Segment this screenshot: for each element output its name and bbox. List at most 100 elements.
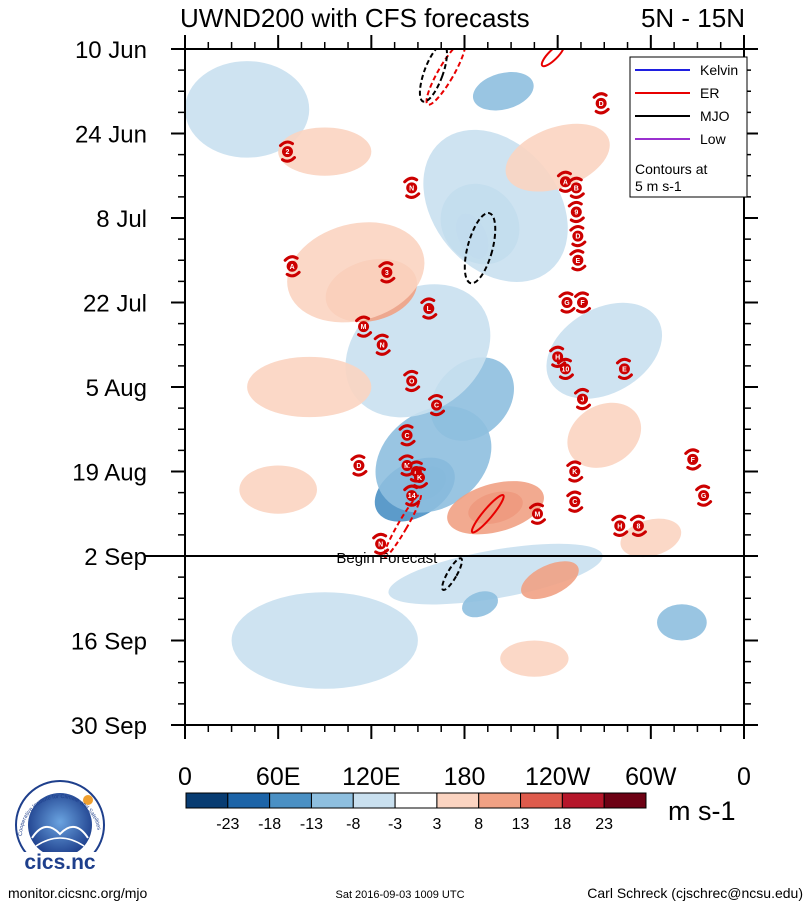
anomaly-blob [472,72,534,111]
storm-label: C [405,433,410,440]
y-tick-label: 5 Aug [86,375,147,402]
storm-marker: F [574,291,592,314]
wave-contours [382,49,566,591]
storm-dot [577,393,589,405]
anomaly-blob [287,222,425,323]
storm-label: 8 [636,523,640,530]
x-tick-label: 180 [444,763,486,791]
mjo-contour [463,212,497,285]
storm-dot [353,459,365,471]
legend-label-kelvin: Kelvin [700,62,738,78]
storm-marker: O [403,369,421,393]
storm-dot [406,375,418,387]
storm-marker: N [372,532,390,556]
colorbar-label: 3 [432,816,441,833]
cyclone-icon [629,514,647,537]
legend-note-1: Contours at [635,161,707,177]
storm-dot [561,297,573,308]
cyclone-icon [428,394,446,417]
colorbar-label: -3 [388,816,402,833]
storm-label: F [691,457,696,464]
cyclone-icon [611,514,629,537]
legend-label-er: ER [700,85,719,101]
anomaly-shading [185,61,741,689]
cyclone-icon [569,249,587,272]
storm-marker: H [611,514,629,537]
storm-label: E [622,366,627,373]
storm-dot [570,182,582,194]
storm-dot [572,230,584,242]
legend-note-2: 5 m s-1 [635,178,682,194]
cyclone-icon [403,484,421,507]
colorbar-label: -18 [258,816,281,833]
anomaly-blob [447,481,544,535]
colorbar-label: -23 [216,816,239,833]
anomaly-blob [505,123,610,192]
storm-dot [381,266,393,278]
storm-marker: D [569,225,587,248]
storm-label: G [701,493,707,500]
storm-label: K [417,475,422,482]
cyclone-icon [350,454,368,477]
colorbar-swatch [520,792,563,809]
storm-dot [401,429,413,441]
legend: Kelvin ER MJO Low Contours at 5 m s-1 [629,56,748,198]
colorbar-swatch [436,792,480,809]
storm-label: L [427,306,432,313]
storm-label: 2 [286,149,290,156]
cyclone-icon [403,176,421,199]
storm-label: L [414,469,419,476]
er-contour [425,49,467,106]
storm-marker: A [283,255,301,278]
er-contour [382,493,422,559]
y-tick-label: 24 Jun [75,122,147,149]
storm-label: 14 [408,493,416,500]
anomaly-blob [567,402,642,468]
cyclone-icon [574,387,592,411]
y-tick-label: 22 Jul [83,291,147,318]
footer-author: Carl Schreck (cjschrec@ncsu.edu) [587,885,803,901]
storm-marker: 3 [378,261,396,284]
colorbar-label: 18 [553,816,571,833]
storm-label: K [572,469,577,476]
storm-label: A [290,264,295,271]
storm-marker: K [566,460,584,483]
storm-label: M [404,463,410,470]
storm-dot [559,363,571,375]
y-tick-label: 30 Sep [71,713,147,740]
cyclone-icon [567,176,585,199]
storm-label: 3 [385,270,389,277]
begin-forecast-label: Begin Forecast [336,550,438,567]
logo-text: cics.nc [24,851,96,874]
colorbar-swatch [185,792,229,809]
storm-marker: 10 [556,357,574,380]
x-tick-label: 60W [625,763,677,791]
storm-dot [431,399,443,411]
chart-title: UWND200 with CFS forecasts [180,3,530,33]
storm-label: A [563,179,568,186]
storm-marker: M [528,502,546,525]
storm-label: O [409,378,415,385]
storm-marker: G [558,291,576,314]
cyclone-icon [378,261,396,284]
cyclone-icon [684,448,702,471]
storm-marker: J [574,387,592,411]
mjo-contour [441,557,463,591]
storm-label: C [572,499,577,506]
region-label: 5N - 15N [641,3,745,33]
colorbar-swatch [603,792,647,809]
anomaly-blob [462,591,499,618]
storm-marker: M [355,315,373,338]
storm-label: G [564,300,570,307]
y-tick-label: 19 Aug [72,460,147,487]
forecast-divider: Begin Forecast [145,550,749,567]
storm-label: E [576,258,581,265]
legend-box [629,56,748,198]
storm-label: D [356,463,361,470]
cyclone-icon [283,255,301,278]
colorbar-swatch [310,792,354,809]
cyclone-icon [398,424,416,447]
y-tick-label: 8 Jul [96,206,147,233]
storm-dot [401,459,413,471]
